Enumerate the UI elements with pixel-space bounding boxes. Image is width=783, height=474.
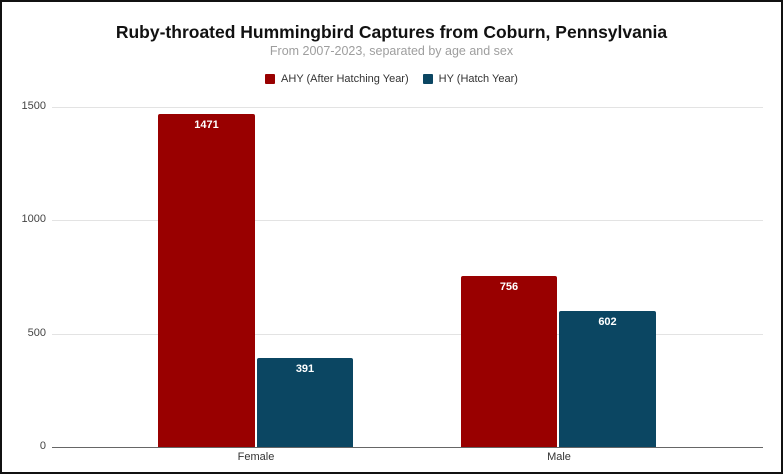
legend-label-hy: HY (Hatch Year) (438, 73, 518, 85)
bar-value-label: 391 (295, 363, 315, 375)
gridline-1500 (52, 107, 763, 108)
bar-value-label: 1471 (194, 119, 219, 131)
chart-title: Ruby-throated Hummingbird Captures from … (115, 22, 668, 42)
y-tick-0: 0 (39, 440, 46, 452)
bar-value-label: 756 (499, 281, 519, 293)
legend-item-hy[interactable]: HY (Hatch Year) (422, 73, 518, 85)
legend-swatch-ahy-icon (265, 74, 276, 84)
gridline-500 (52, 334, 763, 335)
legend-item-ahy[interactable]: AHY (After Hatching Year) (265, 73, 409, 85)
bar-female-hy[interactable]: 391 (257, 358, 353, 447)
bar-female-ahy[interactable]: 1471 (158, 114, 255, 447)
y-tick-500: 500 (27, 327, 46, 339)
y-tick-1000: 1000 (21, 213, 46, 225)
x-tick-female: Female (237, 451, 275, 463)
y-tick-1500: 1500 (21, 100, 46, 112)
bar-male-ahy[interactable]: 756 (461, 276, 557, 447)
legend-swatch-hy-icon (422, 74, 433, 84)
x-tick-male: Male (547, 451, 571, 463)
bar-male-hy[interactable]: 602 (559, 311, 656, 447)
gridline-1000 (52, 220, 763, 221)
legend-label-ahy: AHY (After Hatching Year) (281, 73, 409, 85)
legend: AHY (After Hatching Year) HY (Hatch Year… (0, 73, 783, 85)
bar-value-label: 602 (598, 316, 617, 328)
x-axis-line (52, 447, 763, 448)
chart-subtitle: From 2007-2023, separated by age and sex (269, 44, 514, 58)
